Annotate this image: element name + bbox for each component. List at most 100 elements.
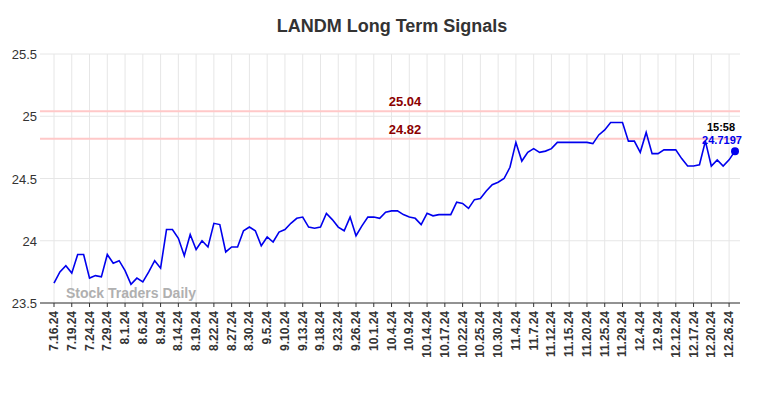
x-tick-label: 10.30.24 bbox=[491, 311, 505, 358]
x-grid-line bbox=[338, 54, 339, 303]
x-tick bbox=[498, 303, 499, 307]
x-tick bbox=[675, 303, 676, 307]
x-tick bbox=[622, 303, 623, 307]
x-tick-label: 12.4.24 bbox=[633, 311, 647, 351]
x-tick-label: 9.18.24 bbox=[313, 311, 327, 351]
reference-line bbox=[40, 138, 740, 140]
x-tick-label: 8.14.24 bbox=[171, 311, 185, 351]
x-tick bbox=[267, 303, 268, 307]
x-grid-line bbox=[356, 54, 357, 303]
last-value-label: 24.7197 bbox=[702, 134, 742, 146]
x-tick-label: 10.17.24 bbox=[438, 311, 452, 358]
grid bbox=[40, 54, 740, 303]
x-tick-label: 7.16.24 bbox=[47, 311, 61, 351]
x-tick-label: 8.6.24 bbox=[136, 311, 150, 345]
x-tick-label: 9.5.24 bbox=[260, 311, 274, 345]
x-tick-label: 11.4.24 bbox=[509, 311, 523, 351]
x-tick-label: 9.10.24 bbox=[278, 311, 292, 351]
x-grid-line bbox=[373, 54, 374, 303]
x-tick-label: 11.29.24 bbox=[615, 311, 629, 357]
x-grid-line bbox=[54, 54, 55, 303]
y-grid-line bbox=[40, 54, 740, 55]
x-grid-line bbox=[658, 54, 659, 303]
x-tick bbox=[125, 303, 126, 307]
x-grid-line bbox=[604, 54, 605, 303]
last-time-label: 15:58 bbox=[707, 121, 735, 133]
x-tick-label: 8.1.24 bbox=[118, 311, 132, 345]
x-grid-line bbox=[462, 54, 463, 303]
reference-label: 24.82 bbox=[389, 122, 422, 137]
x-tick-label: 9.26.24 bbox=[349, 311, 363, 351]
x-tick-label: 9.23.24 bbox=[331, 311, 345, 351]
x-tick bbox=[320, 303, 321, 307]
x-tick bbox=[480, 303, 481, 307]
x-tick bbox=[391, 303, 392, 307]
x-grid-line bbox=[320, 54, 321, 303]
x-grid-line bbox=[693, 54, 694, 303]
x-tick bbox=[302, 303, 303, 307]
x-tick-label: 12.12.24 bbox=[669, 311, 683, 358]
x-grid-line bbox=[284, 54, 285, 303]
x-grid-line bbox=[675, 54, 676, 303]
x-tick bbox=[551, 303, 552, 307]
x-tick bbox=[89, 303, 90, 307]
y-tick-label: 24 bbox=[23, 234, 37, 249]
y-grid-line bbox=[40, 178, 740, 179]
x-tick-label: 12.9.24 bbox=[651, 311, 665, 351]
x-grid-line bbox=[498, 54, 499, 303]
x-tick bbox=[658, 303, 659, 307]
y-tick-label: 23.5 bbox=[12, 296, 37, 311]
x-tick bbox=[693, 303, 694, 307]
x-grid-line bbox=[267, 54, 268, 303]
x-grid-line bbox=[196, 54, 197, 303]
x-tick-label: 10.14.24 bbox=[420, 311, 434, 358]
x-tick bbox=[586, 303, 587, 307]
x-grid-line bbox=[213, 54, 214, 303]
x-grid-line bbox=[711, 54, 712, 303]
y-tick-label: 25 bbox=[23, 109, 37, 124]
x-tick bbox=[284, 303, 285, 307]
x-grid-line bbox=[444, 54, 445, 303]
x-tick-label: 10.1.24 bbox=[367, 311, 381, 351]
x-tick bbox=[711, 303, 712, 307]
x-grid-line bbox=[107, 54, 108, 303]
x-grid-line bbox=[569, 54, 570, 303]
x-grid-line bbox=[178, 54, 179, 303]
x-tick bbox=[356, 303, 357, 307]
x-tick bbox=[729, 303, 730, 307]
reference-line bbox=[40, 110, 740, 112]
x-tick bbox=[54, 303, 55, 307]
reference-label: 25.04 bbox=[389, 94, 422, 109]
x-grid-line bbox=[551, 54, 552, 303]
x-tick-label: 8.27.24 bbox=[225, 311, 239, 351]
x-tick-label: 12.17.24 bbox=[687, 311, 701, 358]
x-grid-line bbox=[427, 54, 428, 303]
x-grid-line bbox=[622, 54, 623, 303]
x-tick-label: 8.9.24 bbox=[154, 311, 168, 345]
x-grid-line bbox=[231, 54, 232, 303]
price-line bbox=[54, 122, 735, 284]
x-tick bbox=[444, 303, 445, 307]
watermark: Stock Traders Daily bbox=[66, 285, 196, 301]
x-tick bbox=[569, 303, 570, 307]
x-tick bbox=[160, 303, 161, 307]
x-tick-label: 9.13.24 bbox=[296, 311, 310, 351]
y-grid-line bbox=[40, 240, 740, 241]
x-tick bbox=[604, 303, 605, 307]
x-tick bbox=[427, 303, 428, 307]
x-tick-label: 12.20.24 bbox=[704, 311, 718, 358]
x-grid-line bbox=[480, 54, 481, 303]
x-tick-label: 8.19.24 bbox=[189, 311, 203, 351]
x-grid-line bbox=[249, 54, 250, 303]
x-tick bbox=[107, 303, 108, 307]
x-tick-label: 7.24.24 bbox=[83, 311, 97, 351]
x-grid-line bbox=[515, 54, 516, 303]
x-tick bbox=[409, 303, 410, 307]
x-tick bbox=[373, 303, 374, 307]
x-tick bbox=[515, 303, 516, 307]
x-grid-line bbox=[409, 54, 410, 303]
x-grid-line bbox=[89, 54, 90, 303]
chart: LANDM Long Term Signals23.52424.52525.57… bbox=[0, 0, 784, 398]
x-tick bbox=[178, 303, 179, 307]
x-grid-line bbox=[729, 54, 730, 303]
